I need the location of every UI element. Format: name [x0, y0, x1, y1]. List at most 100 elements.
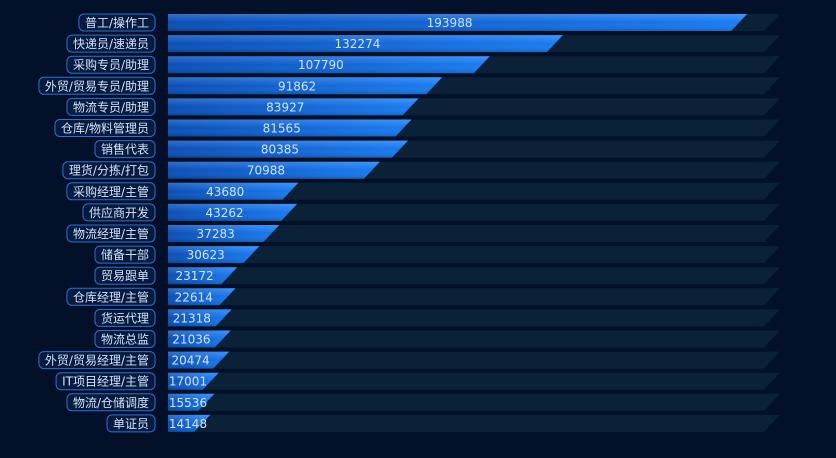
- bar-shine: [168, 56, 490, 74]
- bar-row: 91862 外贸/贸易专员/助理: [38, 76, 780, 95]
- category-label-box: [78, 13, 156, 32]
- bar-shine: [168, 246, 260, 264]
- category-label-box: [55, 372, 156, 391]
- value-label: 17001: [169, 375, 207, 389]
- category-label: 仓库经理/主管: [73, 289, 149, 304]
- category-label: 贸易跟单: [101, 269, 149, 283]
- value-label: 23172: [175, 269, 213, 283]
- value-label: 21036: [172, 333, 210, 347]
- category-label-box: [66, 224, 156, 243]
- bar-track: [168, 203, 780, 221]
- category-label-box: [82, 203, 156, 222]
- bar-row: 43262 供应商开发: [82, 203, 780, 222]
- bar-track: [168, 246, 780, 264]
- bar-shine: [168, 98, 419, 116]
- bar-row: 81565 仓库/物料管理员: [54, 119, 780, 137]
- bar-shine: [168, 309, 232, 327]
- bar-shine: [168, 182, 299, 200]
- bar-row: 70988 理货/分拣/打包: [62, 161, 780, 180]
- value-label: 21318: [173, 311, 211, 325]
- bar-track: [168, 372, 780, 390]
- category-label-box: [54, 119, 156, 137]
- bar-row: 132274 快递员/速递员: [66, 34, 780, 53]
- bar-row: 43680 采购经理/主管: [66, 182, 780, 201]
- category-label-box: [62, 161, 156, 180]
- bar-shine: [168, 330, 231, 348]
- category-label-box: [66, 97, 156, 116]
- category-label: 物流总监: [101, 333, 149, 347]
- value-label: 43680: [206, 185, 244, 199]
- bar-shine: [168, 351, 230, 369]
- bar-shine: [168, 288, 236, 306]
- category-label-box: [66, 287, 156, 306]
- value-label: 193988: [427, 16, 473, 30]
- category-label-box: [66, 55, 156, 74]
- category-label: 物流经理/主管: [73, 226, 149, 241]
- category-label-box: [38, 351, 156, 370]
- bar-track: [168, 330, 780, 348]
- bar-track: [168, 393, 780, 411]
- bar-row: 15536 物流/仓储调度: [66, 393, 780, 412]
- bar-row: 30623 储备干部: [94, 245, 780, 264]
- category-label: 物流/仓储调度: [73, 395, 149, 410]
- bar-row: 80385 销售代表: [94, 140, 780, 159]
- category-label-box: [94, 330, 156, 348]
- bar-shine: [168, 267, 238, 285]
- category-label: 采购专员/助理: [73, 57, 149, 72]
- bar-shine: [168, 414, 211, 432]
- bar-row: 107790 采购专员/助理: [66, 55, 780, 74]
- bar-track: [168, 309, 780, 327]
- value-label: 22614: [175, 290, 213, 304]
- value-label: 81565: [263, 122, 301, 136]
- category-label: 理货/分拣/打包: [69, 163, 149, 178]
- bar-row: 17001 IT项目经理/主管: [55, 372, 780, 391]
- bar-rows: 193988 普工/操作工 132274 快递员/速递员 107790 采购专员/助理 91…: [38, 13, 780, 433]
- category-label: 快递员/速递员: [73, 37, 149, 51]
- category-label: 储备干部: [101, 247, 149, 262]
- bar-track: [168, 351, 780, 369]
- bar-row: 22614 仓库经理/主管: [66, 287, 780, 306]
- bar-track: [168, 267, 780, 285]
- category-label: 采购经理/主管: [73, 184, 149, 199]
- bar-track: [168, 414, 780, 432]
- category-label: 销售代表: [101, 142, 149, 157]
- value-label: 91862: [278, 79, 316, 93]
- bar-shine: [168, 225, 280, 242]
- value-label: 43262: [205, 206, 243, 220]
- category-label-box: [106, 414, 156, 433]
- category-label-box: [94, 266, 156, 285]
- category-label: 外贸/贸易经理/主管: [45, 353, 149, 368]
- category-label-box: [94, 140, 156, 159]
- category-label: 单证员: [113, 417, 149, 431]
- category-label: 供应商开发: [89, 205, 149, 220]
- category-label: IT项目经理/主管: [62, 374, 149, 389]
- bar-shine: [168, 35, 563, 53]
- bar-row: 21036 物流总监: [94, 330, 780, 348]
- value-label: 20474: [171, 354, 209, 368]
- category-label-box: [66, 34, 156, 53]
- bar-row: 20474 外贸/贸易经理/主管: [38, 351, 780, 370]
- category-label: 普工/操作工: [85, 15, 149, 30]
- bar-shine: [168, 372, 219, 390]
- bar-row: 193988 普工/操作工: [78, 13, 780, 32]
- category-label-box: [38, 76, 156, 95]
- category-label: 仓库/物料管理员: [61, 121, 149, 136]
- bar-row: 83927 物流专员/助理: [66, 97, 780, 116]
- category-label-box: [94, 245, 156, 264]
- bar-row: 14148 单证员: [106, 414, 780, 433]
- bar-row: 23172 贸易跟单: [94, 266, 780, 285]
- value-label: 107790: [298, 58, 344, 72]
- bar-row: 37283 物流经理/主管: [66, 224, 780, 243]
- bar-track: [168, 225, 780, 242]
- bar-track: [168, 288, 780, 306]
- category-label: 外贸/贸易专员/助理: [45, 78, 149, 93]
- category-label: 货运代理: [101, 310, 149, 325]
- bar-shine: [168, 119, 412, 137]
- value-label: 70988: [247, 164, 285, 178]
- bar-row: 21318 货运代理: [94, 308, 780, 327]
- bar-track: [168, 182, 780, 200]
- value-label: 15536: [169, 396, 207, 410]
- value-label: 14148: [169, 417, 207, 431]
- bar-shine: [168, 393, 215, 411]
